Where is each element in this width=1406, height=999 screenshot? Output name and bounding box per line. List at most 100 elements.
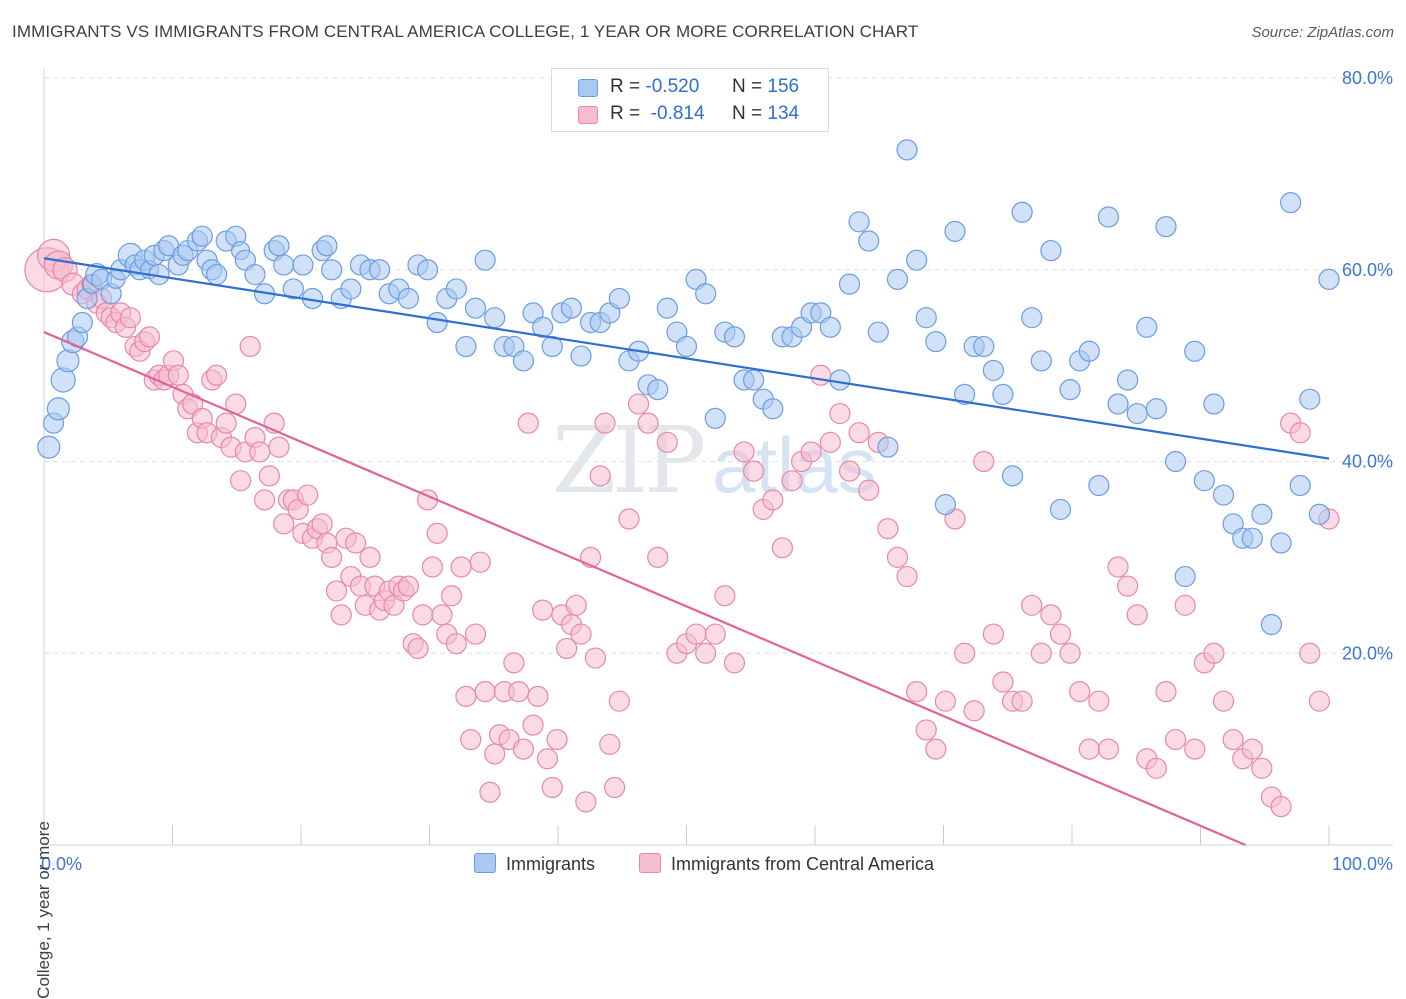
scatter-point — [973, 335, 995, 358]
scatter-point — [546, 728, 568, 751]
scatter-point — [704, 407, 726, 429]
scatter-point — [695, 283, 717, 305]
scatter-point — [1184, 738, 1206, 760]
scatter-point — [1126, 604, 1148, 626]
scatter-point — [1097, 206, 1120, 228]
scatter-point — [239, 335, 261, 358]
scatter-point — [1011, 690, 1033, 712]
scatter-point — [819, 431, 841, 453]
scatter-point — [215, 412, 237, 434]
scatter-point — [479, 781, 501, 803]
scatter-point — [953, 383, 976, 405]
bottom-legend-swatch-central-america — [639, 853, 661, 873]
scatter-point — [46, 397, 70, 421]
scatter-point — [771, 537, 793, 559]
scatter-point — [249, 441, 271, 463]
scatter-point — [896, 565, 918, 588]
scatter-point — [527, 685, 549, 707]
scatter-point — [829, 402, 851, 425]
scatter-point — [1088, 474, 1110, 497]
scatter-point — [56, 349, 80, 373]
scatter-point — [206, 263, 228, 286]
y-axis-label: College, 1 year or more — [34, 821, 53, 999]
scatter-point — [1184, 340, 1206, 362]
scatter-point — [325, 580, 348, 602]
scatter-point — [867, 321, 889, 343]
scatter-point — [810, 364, 832, 386]
scatter-point — [973, 450, 995, 473]
scatter-point — [1308, 503, 1331, 525]
scatter-point — [1260, 613, 1283, 636]
scatter-point — [992, 383, 1014, 405]
scatter-point — [1164, 728, 1187, 751]
scatter-point — [1155, 680, 1177, 703]
scatter-point — [848, 211, 870, 233]
scatter-point — [1030, 642, 1052, 664]
scatter-point — [1145, 398, 1167, 420]
scatter-point — [1174, 594, 1196, 616]
legend-swatch-central-america — [578, 106, 598, 124]
scatter-point — [206, 364, 228, 386]
scatter-point — [445, 278, 467, 300]
scatter-point — [282, 278, 304, 300]
scatter-point — [229, 470, 252, 492]
scatter-point — [138, 326, 161, 348]
scatter-point — [565, 594, 587, 616]
scatter-point — [191, 225, 213, 247]
scatter-point — [589, 465, 611, 487]
scatter-point — [800, 441, 822, 463]
chart-title: IMMIGRANTS VS IMMIGRANTS FROM CENTRAL AM… — [12, 22, 919, 41]
scatter-point — [743, 369, 765, 391]
scatter-point — [460, 728, 482, 751]
y-tick-label: 20.0% — [1342, 643, 1393, 663]
scatter-point — [714, 585, 736, 607]
bottom-legend-immigrants: Immigrants — [474, 853, 595, 875]
scatter-point — [570, 623, 592, 645]
scatter-point — [934, 494, 957, 516]
scatter-point — [570, 345, 592, 367]
x-tick-label-min: 0.0% — [41, 854, 82, 874]
scatter-point — [647, 546, 669, 568]
scatter-point — [330, 604, 352, 626]
scatter-point — [829, 369, 851, 391]
scatter-point — [421, 556, 443, 578]
scatter-point — [1040, 239, 1062, 262]
trend-line-immigrants — [43, 257, 1330, 460]
y-tick-label: 80.0% — [1342, 68, 1393, 88]
scatter-point — [584, 647, 606, 669]
scatter-point — [1059, 378, 1081, 401]
scatter-point — [963, 700, 985, 722]
scatter-point — [440, 585, 463, 607]
y-tick-label: 40.0% — [1342, 452, 1393, 472]
scatter-point — [167, 364, 189, 386]
scatter-point — [886, 546, 909, 568]
y-tick-label: 60.0% — [1342, 260, 1393, 280]
scatter-point — [1011, 201, 1033, 223]
scatter-point — [1222, 728, 1244, 751]
scatter-point — [647, 378, 669, 401]
scatter-point — [1136, 316, 1158, 338]
scatter-point — [416, 259, 439, 281]
scatter-point — [925, 331, 947, 353]
scatter-point — [1212, 484, 1235, 506]
tick-labels: 20.0% 40.0% 60.0% 80.0% 0.0% 100.0% — [41, 68, 1393, 874]
scatter-point — [1270, 532, 1292, 554]
scatter-point — [1117, 575, 1139, 597]
scatter-point — [982, 623, 1004, 645]
scatter-point — [1318, 268, 1340, 290]
bottom-legend-central-america: Immigrants from Central America — [639, 853, 934, 875]
legend-n-central-america: N = 134 — [732, 103, 800, 124]
scatter-point — [1289, 474, 1311, 497]
scatter-point — [723, 326, 746, 348]
scatter-point — [1030, 350, 1052, 372]
scatter-point — [886, 268, 909, 290]
scatter-point — [119, 307, 141, 329]
scatter-point — [484, 307, 506, 329]
scatter-point — [819, 316, 841, 338]
grid-lines — [44, 77, 1393, 654]
scatter-point — [268, 436, 290, 458]
scatter-point — [675, 335, 698, 358]
scatter-point — [906, 249, 928, 271]
scatter-point — [273, 513, 295, 535]
scatter-point — [532, 316, 554, 338]
